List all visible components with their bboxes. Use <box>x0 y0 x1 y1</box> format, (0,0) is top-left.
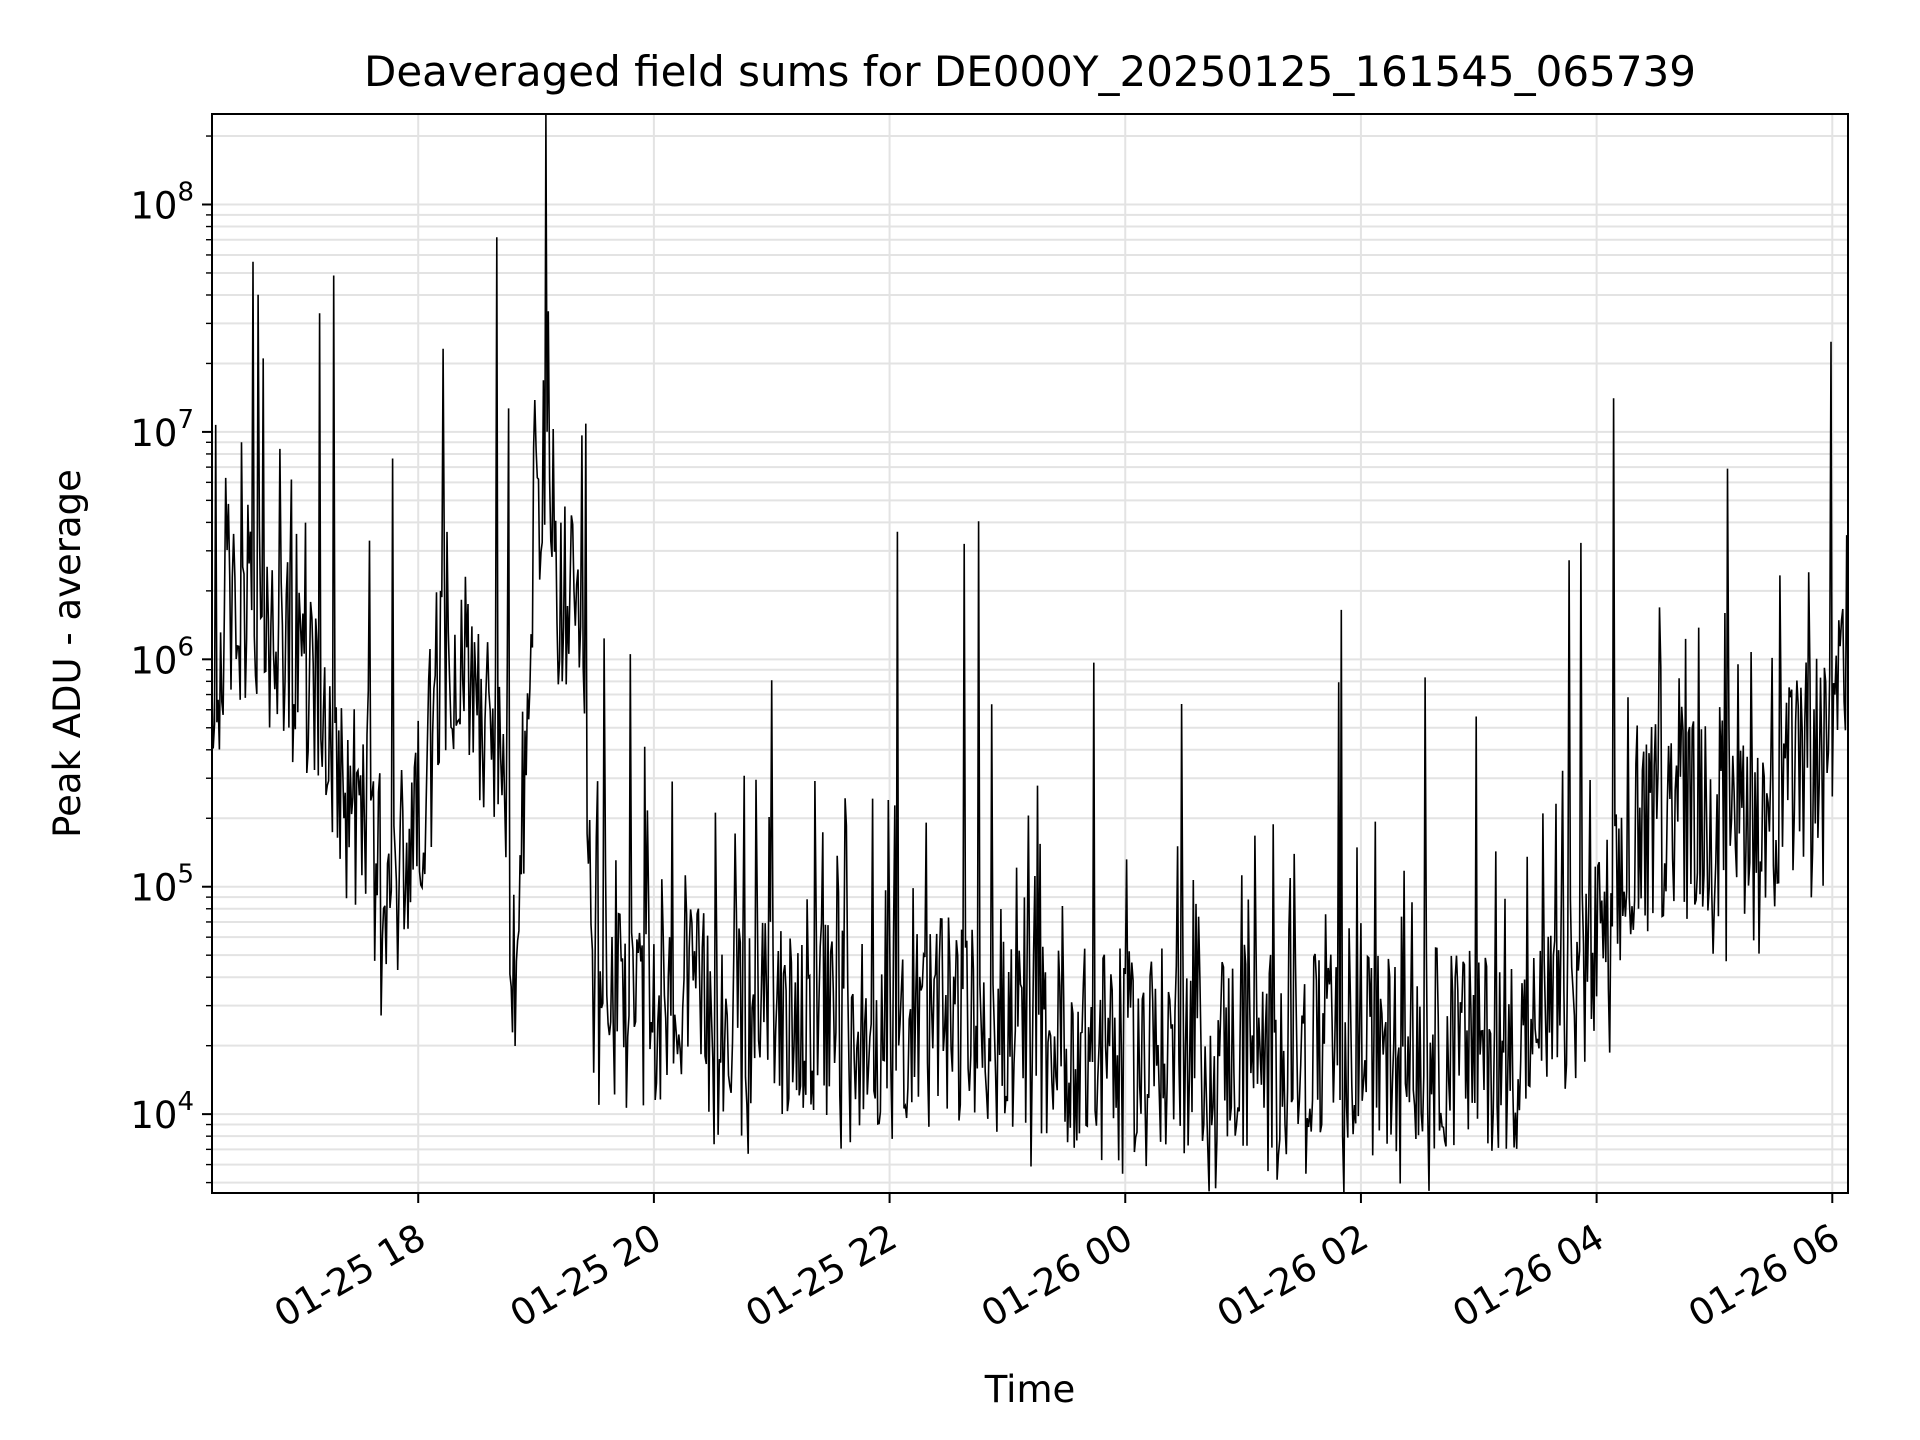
y-axis-label: Peak ADU - average <box>46 469 89 838</box>
plot-frame <box>211 113 1849 1194</box>
chart-title: Deaveraged field sums for DE000Y_2025012… <box>364 47 1696 96</box>
y-tick-label: 106 <box>130 632 194 682</box>
grid <box>212 114 1848 1193</box>
y-axis-ticks: 104 105 106 107 108 <box>130 135 212 1184</box>
x-axis-label: Time <box>984 1368 1076 1411</box>
series-line <box>211 113 1849 1194</box>
y-tick-label: 107 <box>130 405 194 455</box>
y-tick-label: 105 <box>130 860 194 910</box>
y-tick-label: 108 <box>130 177 194 227</box>
y-tick-label: 104 <box>130 1087 194 1137</box>
series-layer <box>211 113 1849 1194</box>
